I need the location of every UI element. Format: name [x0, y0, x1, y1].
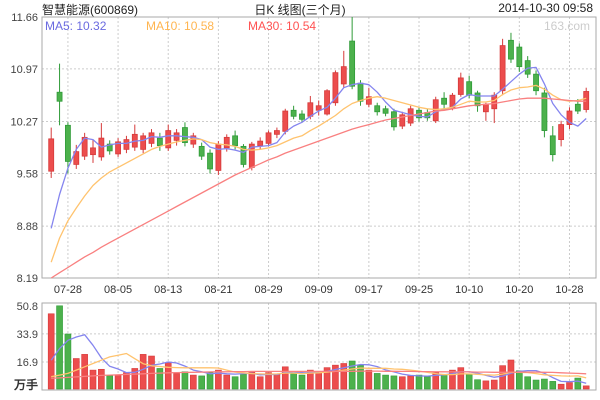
svg-text:50.8: 50.8 — [17, 301, 38, 313]
legend-ma10: MA10: 10.58 — [146, 19, 215, 33]
svg-text:8.88: 8.88 — [17, 221, 38, 233]
svg-text:10.97: 10.97 — [10, 64, 38, 76]
ma5-line — [50, 66, 587, 229]
stock-name: 智慧能源(600869) — [42, 3, 139, 17]
svg-text:16.9: 16.9 — [17, 357, 38, 369]
chart-datetime: 2014-10-30 09:58 — [498, 1, 593, 15]
svg-text:08-21: 08-21 — [204, 284, 232, 296]
svg-text:33.9: 33.9 — [17, 329, 38, 341]
y-axis-labels: 11.66 10.97 10.27 9.58 8.88 8.19 — [10, 12, 38, 285]
panel-borders — [41, 16, 597, 391]
svg-text:07-28: 07-28 — [54, 284, 82, 296]
svg-text:11.66: 11.66 — [11, 12, 38, 24]
site-watermark: 163.com — [543, 19, 590, 33]
svg-text:09-17: 09-17 — [355, 284, 383, 296]
svg-text:10-20: 10-20 — [505, 284, 533, 296]
volume-ma30-line — [51, 370, 587, 380]
svg-text:09-09: 09-09 — [305, 284, 333, 296]
svg-text:08-05: 08-05 — [104, 284, 132, 296]
legend-ma5: MA5: 10.32 — [45, 19, 107, 33]
svg-text:10-28: 10-28 — [555, 284, 583, 296]
ma10-line — [50, 84, 587, 263]
svg-text:08-29: 08-29 — [254, 284, 282, 296]
ma30-line — [50, 97, 587, 279]
svg-text:10-10: 10-10 — [455, 284, 483, 296]
x-axis-labels: 07-28 08-05 08-13 08-21 08-29 09-09 09-17 09-25… — [54, 284, 584, 296]
volume-ma10-line — [51, 352, 587, 379]
svg-text:09-25: 09-25 — [405, 284, 433, 296]
volume-axis-labels: 50.8 33.9 16.9 万手 — [13, 301, 38, 392]
grid-lines — [42, 17, 596, 390]
svg-text:9.58: 9.58 — [17, 168, 38, 180]
svg-text:10.27: 10.27 — [10, 117, 38, 129]
legend-ma30: MA30: 10.54 — [248, 19, 317, 33]
volume-bars — [47, 305, 590, 390]
svg-text:万手: 万手 — [13, 377, 38, 392]
chart-title: 日K 线图(三个月) — [254, 3, 346, 17]
svg-text:08-13: 08-13 — [154, 284, 182, 296]
svg-text:8.19: 8.19 — [17, 273, 38, 285]
